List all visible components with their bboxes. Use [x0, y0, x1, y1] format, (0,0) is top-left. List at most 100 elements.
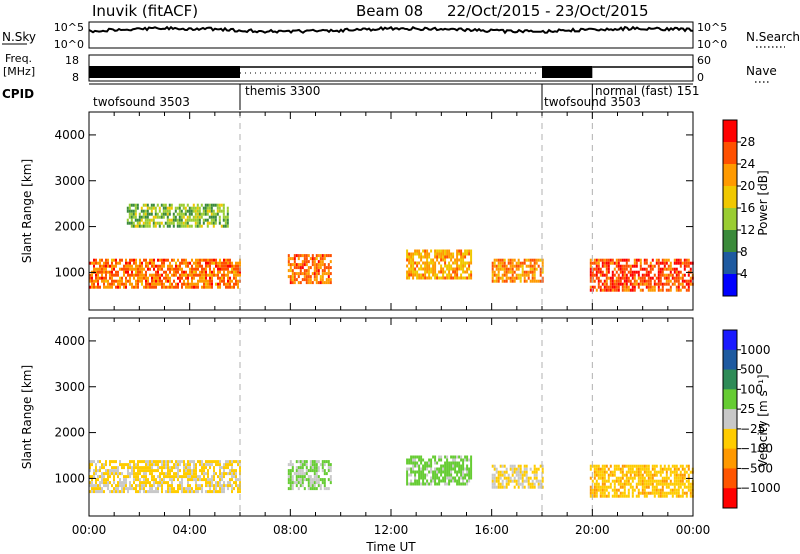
echo-cell	[225, 267, 227, 271]
echo-cell	[446, 476, 449, 480]
echo-cell	[175, 463, 177, 467]
echo-cell	[501, 267, 504, 271]
echo-cell	[175, 282, 177, 286]
echo-cell	[436, 473, 439, 477]
echo-cell	[299, 266, 302, 270]
echo-cell	[139, 490, 141, 494]
echo-cell	[170, 203, 173, 207]
echo-cell	[178, 224, 181, 228]
echo-cell	[452, 461, 455, 465]
echo-cell	[167, 463, 169, 467]
echo-cell	[446, 276, 449, 280]
echo-cell	[214, 203, 217, 207]
echo-cell	[418, 273, 421, 277]
echo-cell	[166, 224, 169, 228]
echo-cell	[669, 264, 672, 268]
echo-cell	[161, 472, 163, 476]
echo-cell	[493, 258, 496, 262]
echo-cell	[125, 258, 127, 262]
echo-cell	[123, 285, 125, 289]
echo-cell	[127, 279, 129, 283]
echo-cell	[223, 472, 225, 476]
echo-cell	[153, 481, 155, 485]
echo-cell	[327, 487, 330, 491]
echo-cell	[147, 285, 149, 289]
echo-cell	[293, 278, 296, 282]
echo-cell	[454, 461, 457, 465]
echo-cell	[313, 487, 316, 491]
echo-cell	[161, 490, 163, 494]
echo-cell	[525, 258, 528, 262]
echo-cell	[416, 270, 419, 274]
echo-cell	[436, 470, 439, 474]
echo-cell	[531, 482, 534, 486]
echo-cell	[615, 282, 618, 286]
echo-cell	[205, 466, 207, 470]
echo-cell	[468, 470, 471, 474]
echo-cell	[207, 279, 209, 283]
velocity-echo-cells	[89, 455, 694, 498]
echo-cell	[597, 470, 600, 474]
echo-cell	[466, 249, 469, 253]
echo-cell	[599, 494, 602, 498]
echo-cell	[621, 494, 624, 498]
echo-cell	[142, 209, 145, 213]
echo-cell	[210, 221, 213, 225]
echo-cell	[237, 282, 239, 286]
echo-cell	[221, 475, 223, 479]
echo-cell	[493, 485, 496, 489]
echo-cell	[627, 285, 630, 289]
echo-cell	[313, 257, 316, 261]
echo-cell	[631, 270, 634, 274]
echo-cell	[422, 458, 425, 462]
echo-cell	[301, 472, 304, 476]
echo-cell	[615, 270, 618, 274]
echo-cell	[157, 466, 159, 470]
echo-cell	[151, 466, 153, 470]
echo-cell	[315, 269, 318, 273]
echo-cell	[625, 264, 628, 268]
echo-cell	[145, 484, 147, 488]
colorbar-tick-label: −1000	[740, 481, 781, 495]
freq-band-twofsound-2	[542, 66, 593, 78]
echo-cell	[597, 267, 600, 271]
echo-cell	[665, 258, 668, 262]
echo-cell	[221, 276, 223, 280]
echo-cell	[97, 487, 99, 491]
echo-cell	[231, 460, 233, 464]
echo-cell	[517, 485, 520, 489]
echo-cell	[107, 264, 109, 268]
echo-cell	[519, 264, 522, 268]
echo-cell	[119, 279, 121, 283]
echo-cell	[669, 288, 672, 292]
echo-cell	[639, 267, 642, 271]
echo-cell	[589, 285, 592, 289]
echo-cell	[214, 215, 217, 219]
echo-cell	[157, 475, 159, 479]
echo-cell	[139, 270, 141, 274]
echo-cell	[517, 276, 520, 280]
echo-cell	[130, 203, 133, 207]
echo-cell	[315, 254, 318, 258]
echo-cell	[297, 266, 300, 270]
echo-cell	[213, 487, 215, 491]
echo-cell	[665, 267, 668, 271]
echo-cell	[539, 273, 542, 277]
echo-cell	[227, 463, 229, 467]
echo-cell	[93, 475, 95, 479]
echo-cell	[597, 488, 600, 492]
echo-cell	[164, 206, 167, 210]
echo-cell	[651, 476, 654, 480]
echo-cell	[529, 258, 532, 262]
echo-cell	[193, 285, 195, 289]
echo-cell	[428, 461, 431, 465]
echo-cell	[456, 482, 459, 486]
echo-cell	[493, 482, 496, 486]
echo-cell	[448, 252, 451, 256]
echo-cell	[464, 467, 467, 471]
echo-cell	[211, 258, 213, 262]
echo-cell	[491, 279, 494, 283]
echo-cell	[177, 478, 179, 482]
echo-cell	[599, 467, 602, 471]
echo-cell	[177, 282, 179, 286]
